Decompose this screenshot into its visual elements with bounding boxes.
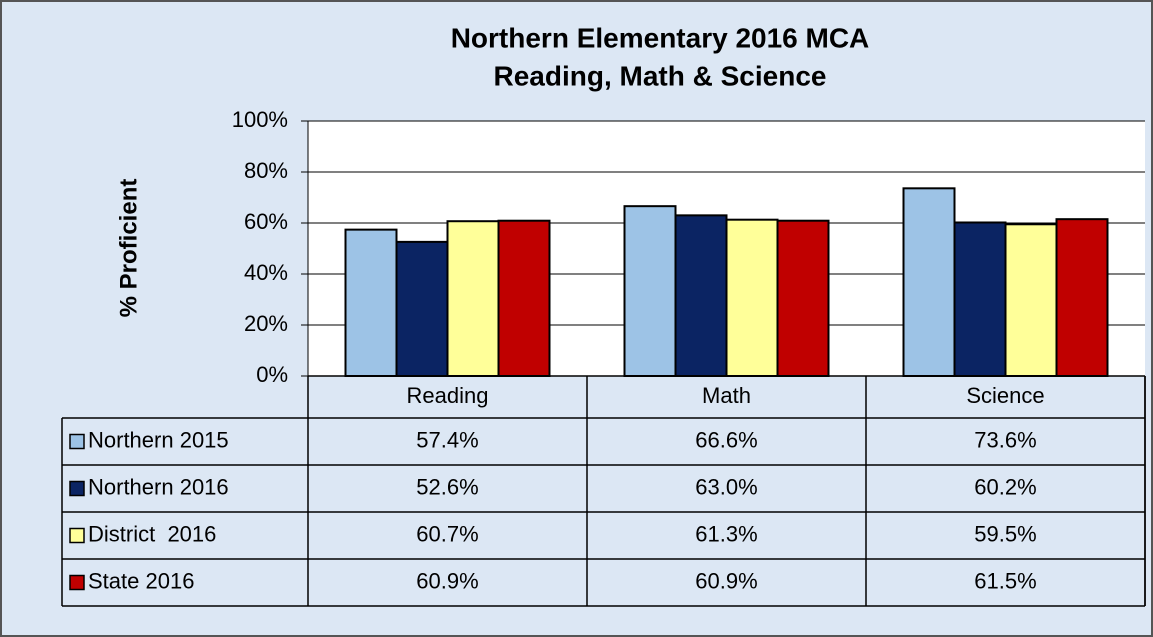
y-tick-label: 60% [244,209,288,234]
bar [446,220,500,377]
legend-swatch [69,433,85,450]
legend-swatch [69,527,85,544]
y-tick-label: 100% [232,107,288,132]
legend-label: State 2016 [88,568,194,593]
chart-subtitle: Reading, Math & Science [494,60,827,91]
bar [395,240,449,377]
bar [1055,218,1109,377]
table-value: 73.6% [974,427,1036,452]
table-value: 52.6% [416,474,478,499]
table-value: 59.5% [974,521,1036,546]
y-axis-label: % Proficient [115,179,142,318]
table-value: 60.9% [416,568,478,593]
table-value: 66.6% [695,427,757,452]
legend-label: Northern 2015 [88,427,229,452]
table-value: 60.9% [695,568,757,593]
bar [674,214,728,377]
table-value: 61.3% [695,521,757,546]
x-tick-label: Reading [407,383,489,408]
table-value: 57.4% [416,427,478,452]
bar [902,187,956,377]
bar [953,221,1007,377]
y-tick-label: 80% [244,158,288,183]
x-tick-label: Science [966,383,1044,408]
legend-label: District 2016 [88,521,216,546]
bar [623,205,677,377]
bar [497,219,551,377]
bar [1004,223,1058,377]
legend-swatch [69,574,85,591]
table-value: 60.7% [416,521,478,546]
y-tick-label: 20% [244,311,288,336]
table-value: 60.2% [974,474,1036,499]
table-value: 61.5% [974,568,1036,593]
bar [776,219,830,377]
x-tick-label: Math [702,383,751,408]
y-tick-label: 0% [256,362,288,387]
legend-label: Northern 2016 [88,474,229,499]
chart-title: Northern Elementary 2016 MCA [451,22,870,53]
bar [344,228,398,377]
legend-swatch [69,480,85,497]
table-value: 63.0% [695,474,757,499]
y-tick-label: 40% [244,260,288,285]
bar [725,218,779,377]
